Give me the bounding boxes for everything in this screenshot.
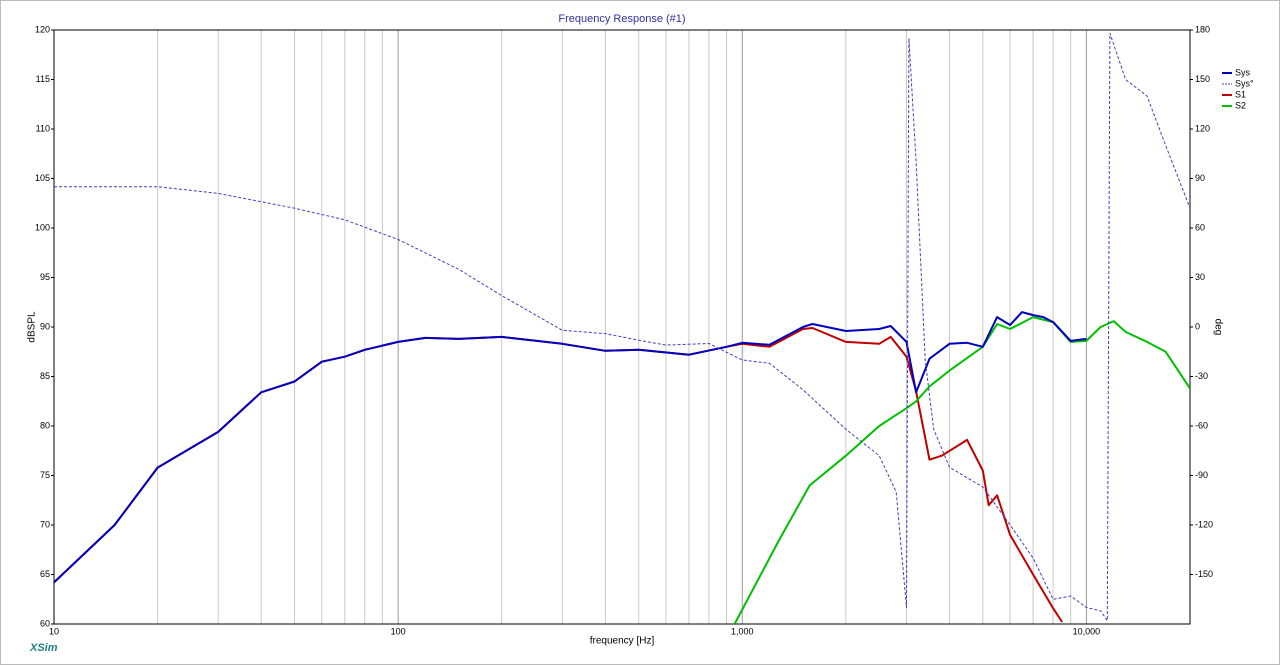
x-tick-label: 10,000 — [1073, 626, 1101, 636]
plot-border — [53, 29, 1191, 625]
y-axis-label: dBSPL — [27, 311, 38, 343]
x-tick-label: 100 — [391, 626, 406, 636]
series-line — [733, 316, 1190, 624]
y-tick-label: 100 — [35, 222, 50, 232]
y-tick-label: 105 — [35, 173, 50, 183]
y-tick-label: 90 — [40, 321, 50, 331]
y-tick-label: 85 — [40, 371, 50, 381]
watermark: XSim — [29, 642, 58, 654]
chart-title: Frequency Response (#1) — [558, 13, 685, 25]
y2-tick-label: -90 — [1195, 470, 1208, 480]
y-tick-label: 60 — [40, 618, 50, 628]
y2-tick-label: 150 — [1195, 74, 1210, 84]
y2-tick-label: -60 — [1195, 420, 1208, 430]
y2-tick-label: 120 — [1195, 123, 1210, 133]
legend-label: S1 — [1235, 89, 1246, 99]
y-tick-label: 120 — [35, 24, 50, 34]
y2-tick-label: -30 — [1195, 371, 1208, 381]
x-axis-label: frequency [Hz] — [590, 636, 655, 647]
y-tick-label: 110 — [36, 123, 50, 133]
y-tick-label: 75 — [40, 470, 50, 480]
x-tick-label: 10 — [49, 626, 59, 636]
y2-axis-label: deg — [1212, 319, 1223, 336]
y2-tick-label: 90 — [1195, 173, 1205, 183]
y-tick-label: 65 — [40, 569, 50, 579]
y-tick-label: 80 — [40, 420, 50, 430]
y-tick-label: 115 — [36, 74, 50, 84]
x-tick-label: 1,000 — [731, 626, 754, 636]
y-tick-label: 70 — [40, 519, 50, 529]
y2-tick-label: 60 — [1195, 222, 1205, 232]
y2-tick-label: 180 — [1195, 24, 1210, 34]
y-tick-label: 95 — [40, 272, 50, 282]
legend-label: S2 — [1235, 100, 1246, 110]
y2-tick-label: -150 — [1195, 569, 1213, 579]
y2-tick-label: -120 — [1195, 519, 1213, 529]
plot-area — [54, 32, 1190, 624]
y2-tick-label: 0 — [1195, 321, 1200, 331]
series-line — [54, 32, 1190, 622]
legend-label: Sys° — [1235, 78, 1254, 88]
series-line — [54, 311, 1087, 584]
legend-label: Sys — [1235, 67, 1251, 77]
y2-tick-label: 30 — [1195, 272, 1205, 282]
